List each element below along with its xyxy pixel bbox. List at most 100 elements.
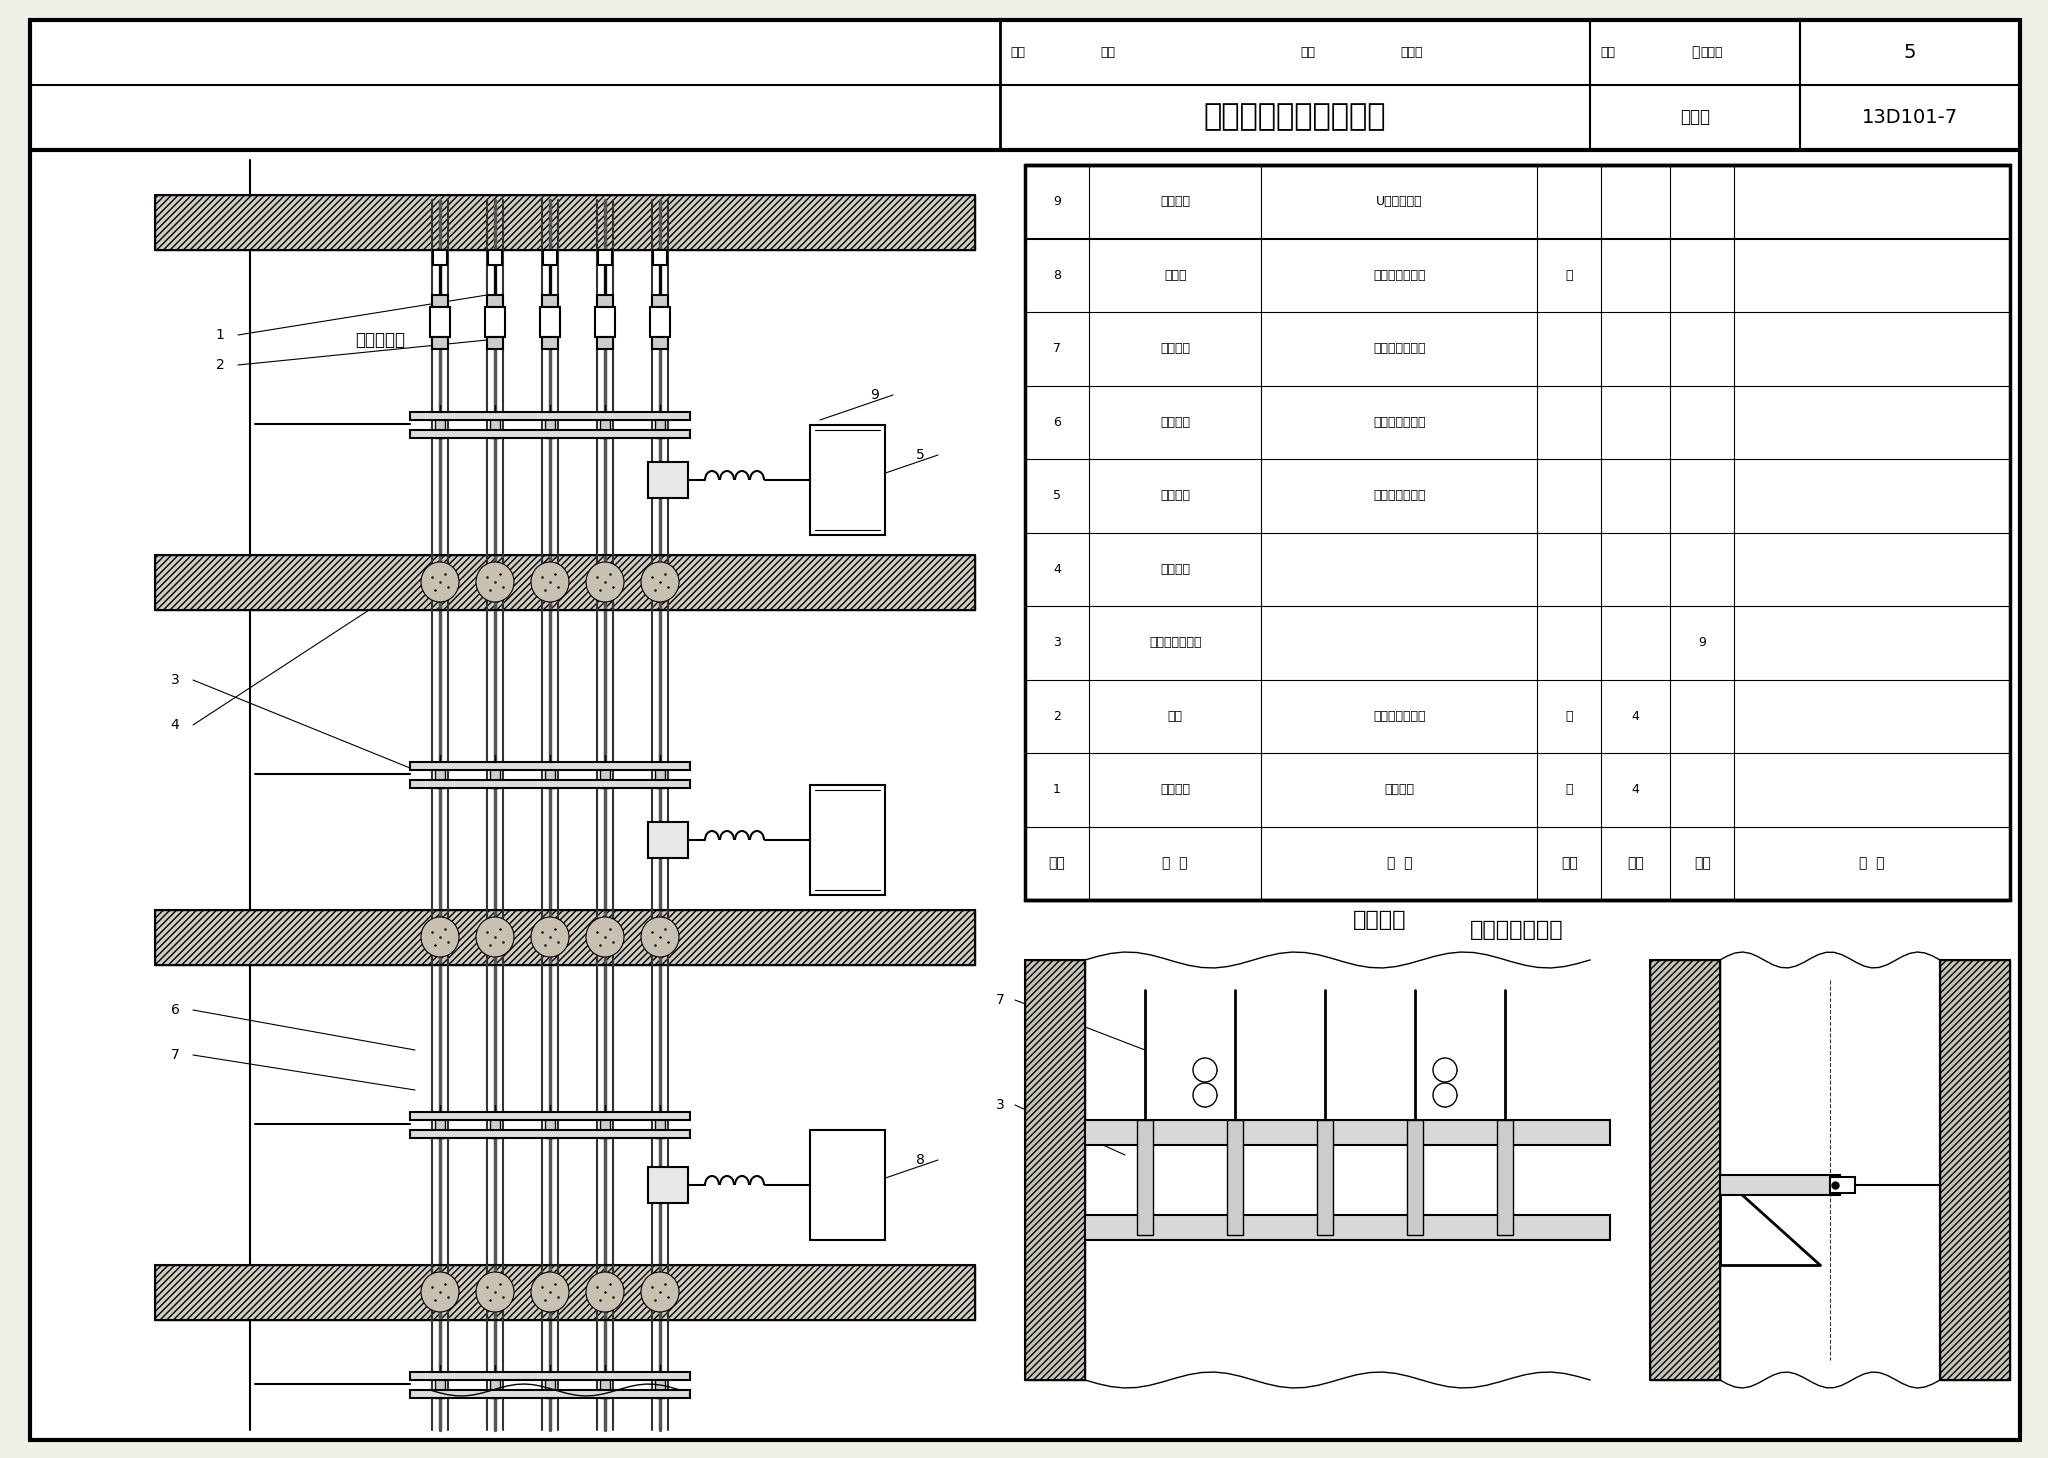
Text: 2: 2 <box>215 359 225 372</box>
Bar <box>410 763 690 770</box>
Bar <box>655 413 666 437</box>
Bar <box>434 413 444 437</box>
Ellipse shape <box>641 1271 680 1312</box>
Bar <box>156 910 975 965</box>
Bar <box>647 1166 688 1203</box>
Text: 图集号: 图集号 <box>1679 108 1710 125</box>
Bar <box>1831 1177 1855 1193</box>
Bar <box>1407 1120 1423 1235</box>
Text: 支架安装: 支架安装 <box>1354 910 1407 930</box>
Text: 5: 5 <box>1905 42 1917 61</box>
Bar <box>156 555 975 609</box>
Bar <box>410 1389 690 1398</box>
Text: 4: 4 <box>1632 783 1640 796</box>
Text: 7: 7 <box>170 1048 180 1061</box>
Bar <box>655 763 666 787</box>
Bar <box>543 295 557 308</box>
Text: 分支接头: 分支接头 <box>1161 416 1190 429</box>
Text: 配电箱: 配电箱 <box>1163 268 1186 281</box>
Text: 6: 6 <box>170 1003 180 1018</box>
Bar <box>647 822 688 857</box>
Bar <box>811 1130 885 1239</box>
Bar <box>600 413 610 437</box>
Bar <box>1085 1215 1610 1239</box>
Bar <box>1651 959 1720 1381</box>
Bar <box>647 462 688 499</box>
Circle shape <box>1434 1059 1456 1082</box>
Ellipse shape <box>530 561 569 602</box>
Text: 吊具: 吊具 <box>1167 710 1182 723</box>
Text: 土建预埋: 土建预埋 <box>1384 783 1415 796</box>
Ellipse shape <box>586 561 625 602</box>
Bar <box>543 337 557 348</box>
Bar <box>1227 1120 1243 1235</box>
Bar <box>487 295 504 308</box>
Ellipse shape <box>530 1271 569 1312</box>
Bar <box>489 763 500 787</box>
Bar <box>1024 959 1085 1381</box>
Bar <box>545 763 555 787</box>
Bar <box>596 308 614 337</box>
Text: 5: 5 <box>915 448 924 462</box>
Text: 审核: 审核 <box>1010 45 1024 58</box>
Text: 电缆支架及夹板: 电缆支架及夹板 <box>1149 636 1202 649</box>
Bar <box>156 1266 975 1319</box>
Bar <box>545 1112 555 1139</box>
Bar <box>1317 1120 1333 1235</box>
Text: 主要设备材料表: 主要设备材料表 <box>1470 920 1565 940</box>
Text: 页次: 页次 <box>1694 856 1710 870</box>
Bar <box>545 1372 555 1398</box>
Text: 9: 9 <box>870 388 879 402</box>
Text: 主干电缆: 主干电缆 <box>1161 343 1190 356</box>
Bar <box>410 1372 690 1381</box>
Ellipse shape <box>586 917 625 956</box>
Bar <box>598 337 612 348</box>
Text: 由工程设计确定: 由工程设计确定 <box>1372 416 1425 429</box>
Bar <box>432 249 446 265</box>
Bar <box>600 763 610 787</box>
Bar <box>600 1112 610 1139</box>
Bar <box>410 1130 690 1139</box>
Text: 单位: 单位 <box>1561 856 1577 870</box>
Bar <box>156 555 975 609</box>
Text: 9: 9 <box>1053 195 1061 208</box>
Text: 台: 台 <box>1565 268 1573 281</box>
Bar <box>541 308 559 337</box>
Circle shape <box>1194 1059 1217 1082</box>
Ellipse shape <box>586 1271 625 1312</box>
Bar <box>651 295 668 308</box>
Bar <box>489 1372 500 1398</box>
Ellipse shape <box>475 917 514 956</box>
Text: 9: 9 <box>1698 636 1706 649</box>
Text: 7: 7 <box>995 993 1006 1007</box>
Text: 2: 2 <box>1053 710 1061 723</box>
Bar <box>485 308 506 337</box>
Text: 7: 7 <box>1053 343 1061 356</box>
Text: 3: 3 <box>995 1098 1006 1112</box>
Ellipse shape <box>422 561 459 602</box>
Bar <box>653 249 668 265</box>
Bar <box>598 295 612 308</box>
Bar <box>487 249 502 265</box>
Ellipse shape <box>422 917 459 956</box>
Text: 董国民: 董国民 <box>1700 45 1722 58</box>
Bar <box>1939 959 2009 1381</box>
Text: 校对: 校对 <box>1300 45 1315 58</box>
Bar <box>489 413 500 437</box>
Bar <box>651 337 668 348</box>
Bar <box>655 1112 666 1139</box>
Bar <box>430 308 451 337</box>
Text: 预埋吊钩: 预埋吊钩 <box>1161 783 1190 796</box>
Text: 数量: 数量 <box>1628 856 1645 870</box>
Bar <box>1024 959 1085 1381</box>
Bar <box>487 337 504 348</box>
Text: 4: 4 <box>1053 563 1061 576</box>
Ellipse shape <box>475 561 514 602</box>
Bar <box>434 763 444 787</box>
Text: 6: 6 <box>1053 416 1061 429</box>
Ellipse shape <box>422 1271 459 1312</box>
Bar <box>811 784 885 895</box>
Bar <box>434 1372 444 1398</box>
Text: 1: 1 <box>215 328 225 343</box>
Bar <box>543 249 557 265</box>
